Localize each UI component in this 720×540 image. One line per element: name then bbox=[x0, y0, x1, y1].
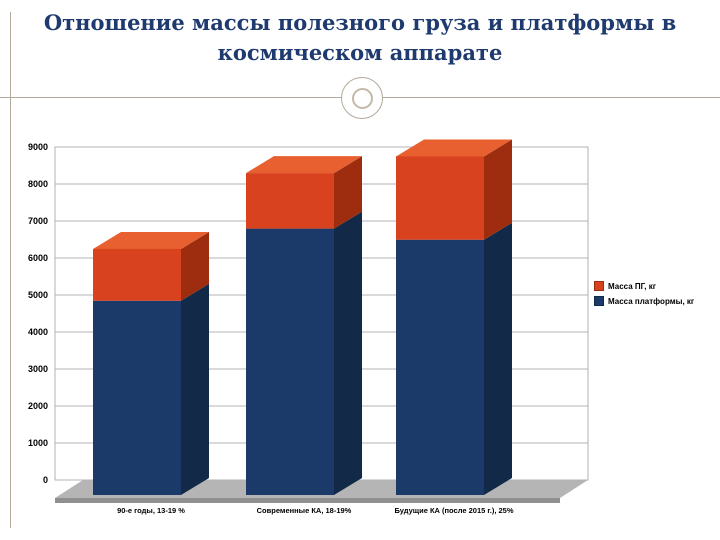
bar-payload-top bbox=[93, 231, 209, 249]
y-tick-label: 2000 bbox=[28, 401, 48, 411]
bar-payload-front bbox=[246, 173, 334, 229]
bar-platform-side bbox=[181, 283, 209, 495]
y-tick-label: 8000 bbox=[28, 179, 48, 189]
y-tick-label: 5000 bbox=[28, 290, 48, 300]
legend-label-payload: Масса ПГ, кг bbox=[608, 281, 657, 291]
legend-item-platform: Масса платформы, кг bbox=[594, 296, 716, 306]
bar-platform-side bbox=[334, 211, 362, 495]
bar-payload-top bbox=[396, 139, 512, 157]
bar-payload-side bbox=[484, 139, 512, 240]
bar-payload-top bbox=[246, 156, 362, 174]
y-tick-label: 0 bbox=[43, 475, 48, 485]
legend-swatch-payload bbox=[594, 281, 604, 291]
y-tick-label: 3000 bbox=[28, 364, 48, 374]
x-category-label: 90-е годы, 13-19 % bbox=[117, 506, 185, 515]
y-tick-label: 4000 bbox=[28, 327, 48, 337]
y-tick-label: 7000 bbox=[28, 216, 48, 226]
legend-item-payload: Масса ПГ, кг bbox=[594, 281, 716, 291]
y-tick-label: 6000 bbox=[28, 253, 48, 263]
legend-swatch-platform bbox=[594, 296, 604, 306]
bar-payload-front bbox=[93, 248, 181, 301]
bar-platform-side bbox=[484, 222, 512, 495]
x-category-label: Будущие КА (после 2015 г.), 25% bbox=[394, 506, 513, 515]
page-title: Отношение массы полезного груза и платфо… bbox=[20, 8, 700, 68]
stacked-bar-chart: 0 1000 2000 3000 4000 5000 6000 7000 8000 9000 90-… bbox=[0, 100, 600, 540]
circle-ornament-inner bbox=[351, 87, 373, 109]
bar-platform-front bbox=[93, 300, 181, 495]
frame-left-line bbox=[10, 12, 11, 528]
bar-payload-side bbox=[334, 156, 362, 229]
y-tick-label: 1000 bbox=[28, 438, 48, 448]
bar-platform-front bbox=[246, 228, 334, 495]
chart-floor-edge bbox=[55, 498, 560, 503]
bar-platform-front bbox=[396, 239, 484, 495]
circle-ornament bbox=[341, 77, 383, 119]
title-line-2: космическом аппарате bbox=[217, 39, 503, 65]
x-category-label: Современные КА, 18-19% bbox=[257, 506, 352, 515]
bar-payload-side bbox=[181, 231, 209, 301]
y-tick-label: 9000 bbox=[28, 142, 48, 152]
legend-label-platform: Масса платформы, кг bbox=[608, 296, 695, 306]
title-line-1: Отношение массы полезного груза и платфо… bbox=[43, 10, 677, 35]
chart-canvas: 0 1000 2000 3000 4000 5000 6000 7000 8000 9000 90-… bbox=[28, 139, 589, 515]
bar-payload-front bbox=[396, 156, 484, 240]
chart-legend: Масса ПГ, кг Масса платформы, кг bbox=[594, 281, 716, 306]
